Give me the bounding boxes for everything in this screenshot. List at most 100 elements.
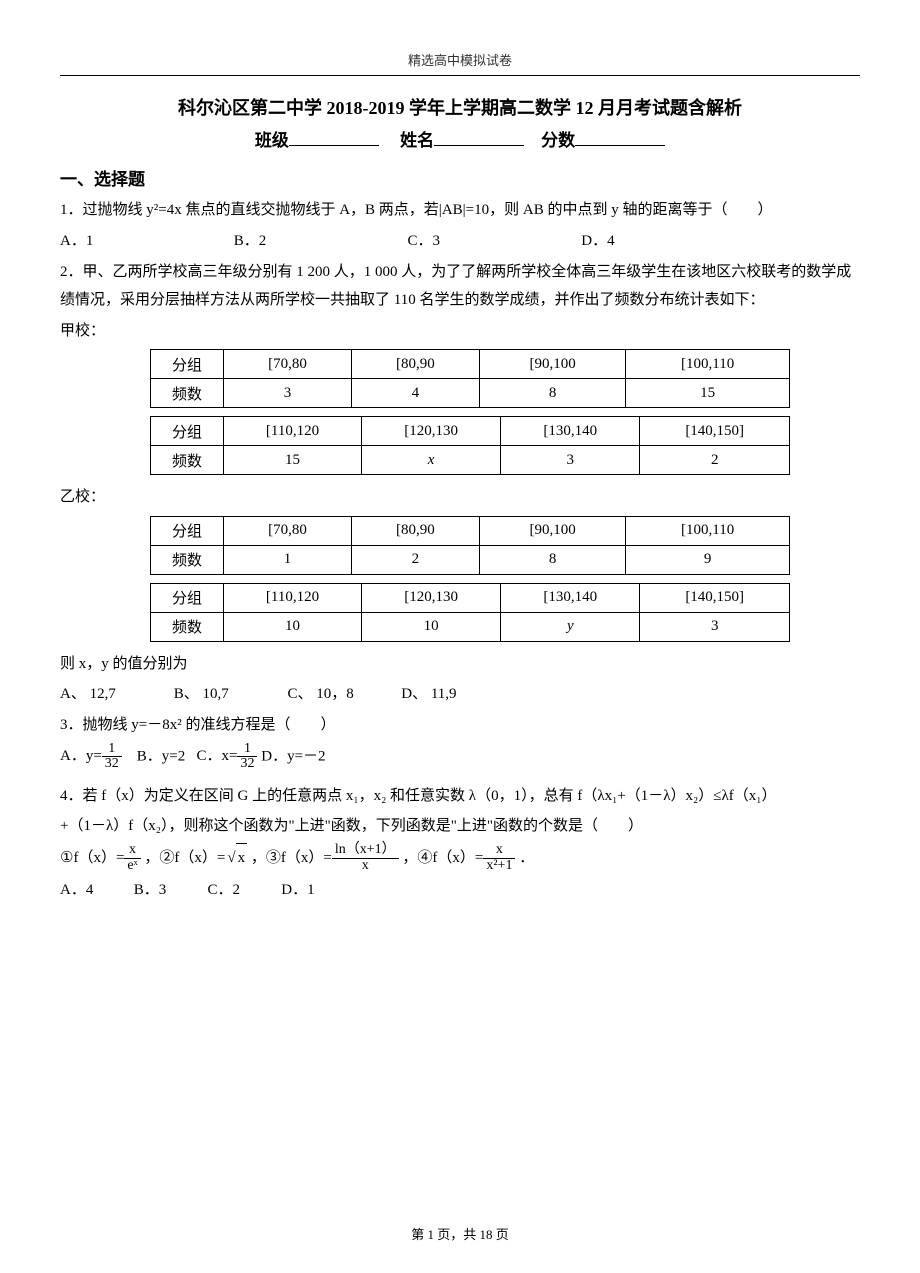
page-header: 精选高中模拟试卷 — [60, 50, 860, 69]
q4-functions: ①f（x）=xeˣ ，②f（x）=√x ，③f（x）=ln（x+1）x ，④f（… — [60, 843, 860, 874]
frac-num: 1 — [237, 742, 257, 758]
footer-total: 18 — [480, 1227, 493, 1242]
q4-line1: 若 f（x）为定义在区间 G 上的任意两点 x₁，x₂ 和任意实数 λ（0，1）… — [83, 788, 777, 804]
table-row: 频数 3 4 8 15 — [151, 379, 790, 408]
cell: x — [362, 446, 501, 475]
table-row: 分组 [70,80 [80,90 [90,100 [100,110 — [151, 516, 790, 545]
row-label: 频数 — [151, 612, 224, 641]
q1-opt-a: A．1 — [60, 229, 230, 250]
cell: [80,90 — [351, 516, 479, 545]
table-row: 分组 [110,120 [120,130 [130,140 [140,150] — [151, 583, 790, 612]
cell: [120,130 — [362, 417, 501, 446]
frac-den: 32 — [237, 757, 257, 772]
fraction: ln（x+1）x — [332, 843, 399, 873]
exam-title: 科尔沁区第二中学 2018-2019 学年上学期高二数学 12 月月考试题含解析 — [60, 94, 860, 120]
footer-mid: 页，共 — [434, 1227, 480, 1242]
school-b-label: 乙校： — [60, 483, 860, 512]
table-b2: 分组 [110,120 [120,130 [130,140 [140,150] … — [150, 583, 790, 642]
opt-label: C．x= — [197, 748, 238, 764]
name-blank — [434, 128, 524, 146]
q2-tail: 则 x，y 的值分别为 — [60, 650, 860, 679]
fraction: xeˣ — [124, 843, 140, 873]
exam-subtitle: 班级 姓名 分数 — [60, 126, 860, 151]
q2-opt-a: A、 12,7 — [60, 682, 170, 703]
fraction: 132 — [102, 742, 122, 772]
cell: [100,110 — [626, 516, 790, 545]
table-row: 频数 10 10 y 3 — [151, 612, 790, 641]
cell: 4 — [351, 379, 479, 408]
opt-label: A．y= — [60, 748, 102, 764]
q2-number: 2． — [60, 264, 83, 280]
q3-number: 3． — [60, 717, 83, 733]
q2-options: A、 12,7 B、 10,7 C、 10，8 D、 11,9 — [60, 682, 860, 703]
question-1: 1．过抛物线 y²=4x 焦点的直线交抛物线于 A，B 两点，若|AB|=10，… — [60, 196, 860, 225]
frac-num: 1 — [102, 742, 122, 758]
name-label: 姓名 — [400, 131, 434, 150]
cell: [110,120 — [224, 583, 362, 612]
table-b1: 分组 [70,80 [80,90 [90,100 [100,110 频数 1 2… — [150, 516, 790, 575]
q1-opt-c: C．3 — [408, 229, 578, 250]
cell: 8 — [479, 379, 625, 408]
cell: 3 — [640, 612, 790, 641]
school-a-label: 甲校： — [60, 317, 860, 346]
row-label: 分组 — [151, 516, 224, 545]
q3-opt-a: A．y=132 — [60, 748, 126, 764]
cell: [70,80 — [224, 350, 352, 379]
cell: [80,90 — [351, 350, 479, 379]
table-row: 分组 [70,80 [80,90 [90,100 [100,110 — [151, 350, 790, 379]
cell: [140,150] — [640, 417, 790, 446]
q2-opt-b: B、 10,7 — [174, 682, 284, 703]
cell: [110,120 — [224, 417, 362, 446]
q3-opt-c: C．x=132 — [197, 748, 262, 764]
cell: [140,150] — [640, 583, 790, 612]
cell: 3 — [501, 446, 640, 475]
cell: 9 — [626, 545, 790, 574]
frac-den: 32 — [102, 757, 122, 772]
score-label: 分数 — [541, 131, 575, 150]
fraction: 132 — [237, 742, 257, 772]
cell: 2 — [351, 545, 479, 574]
f4: ，④f（x）=xx²+1 — [402, 850, 519, 866]
cell: 8 — [479, 545, 625, 574]
q2-intro: 甲、乙两所学校高三年级分别有 1 200 人，1 000 人，为了了解两所学校全… — [60, 264, 851, 309]
f-label: ，②f（x）= — [144, 850, 225, 866]
class-label: 班级 — [255, 131, 289, 150]
cell: 10 — [224, 612, 362, 641]
f-tail: ． — [519, 850, 534, 866]
q4-opt-d: D．1 — [281, 878, 351, 899]
cell: 15 — [626, 379, 790, 408]
cell: 3 — [224, 379, 352, 408]
q4-number: 4． — [60, 788, 83, 804]
f-label: ，③f（x）= — [251, 850, 332, 866]
q1-options: A．1 B．2 C．3 D．4 — [60, 229, 860, 250]
frac-den: x — [332, 859, 399, 874]
question-2: 2．甲、乙两所学校高三年级分别有 1 200 人，1 000 人，为了了解两所学… — [60, 258, 860, 315]
table-row: 分组 [110,120 [120,130 [130,140 [140,150] — [151, 417, 790, 446]
q2-opt-d: D、 11,9 — [401, 682, 511, 703]
f3: ，③f（x）=ln（x+1）x — [251, 850, 403, 866]
cell: 1 — [224, 545, 352, 574]
cell: [100,110 — [626, 350, 790, 379]
class-blank — [289, 128, 379, 146]
f-label: ①f（x）= — [60, 850, 124, 866]
row-label: 频数 — [151, 545, 224, 574]
footer-suffix: 页 — [493, 1227, 509, 1242]
frac-num: x — [124, 843, 140, 859]
row-label: 频数 — [151, 379, 224, 408]
cell: [90,100 — [479, 516, 625, 545]
table-a1: 分组 [70,80 [80,90 [90,100 [100,110 频数 3 4… — [150, 349, 790, 408]
cell: [120,130 — [362, 583, 501, 612]
frac-den: x²+1 — [483, 859, 515, 874]
q4-options: A．4 B．3 C．2 D．1 — [60, 878, 860, 899]
f2: ，②f（x）=√x — [144, 850, 250, 866]
cell: [70,80 — [224, 516, 352, 545]
sqrt: √x — [225, 843, 247, 873]
row-label: 分组 — [151, 583, 224, 612]
cell: 10 — [362, 612, 501, 641]
cell: [130,140 — [501, 583, 640, 612]
frac-num: x — [483, 843, 515, 859]
page-footer: 第 1 页，共 18 页 — [0, 1224, 920, 1243]
row-label: 分组 — [151, 417, 224, 446]
q3-options: A．y=132 B．y=2 C．x=132 D．y=－2 — [60, 742, 860, 772]
table-a2: 分组 [110,120 [120,130 [130,140 [140,150] … — [150, 416, 790, 475]
